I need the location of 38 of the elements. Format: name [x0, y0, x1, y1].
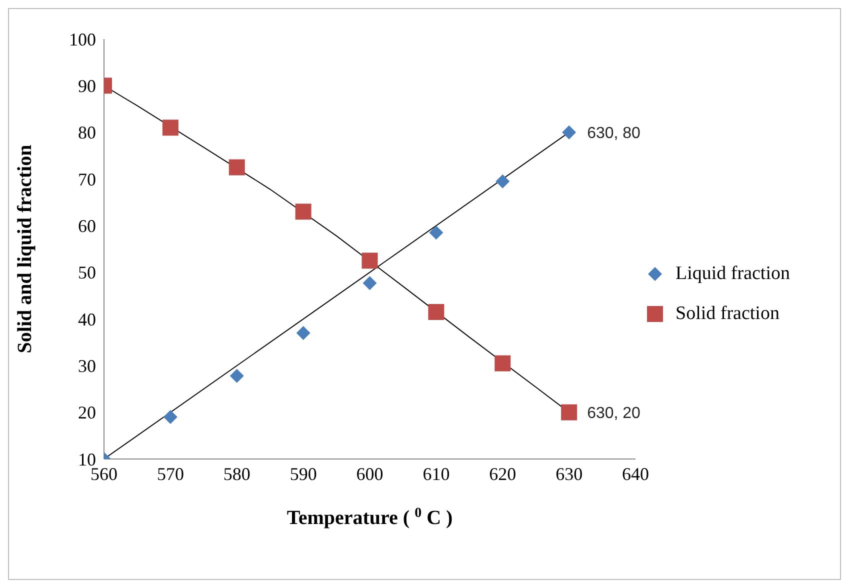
x-tick-label: 600 [356, 464, 384, 484]
point [561, 404, 578, 420]
y-tick-label: 80 [78, 122, 96, 143]
point [362, 276, 377, 290]
x-tick-label: 570 [156, 464, 184, 484]
point [228, 159, 245, 176]
point [429, 226, 444, 240]
y-tick-label: 50 [78, 262, 96, 283]
point [296, 326, 310, 340]
x-tick-label: 640 [622, 464, 649, 484]
annotation: 630, 80 [587, 125, 641, 142]
x-tick-label: 590 [290, 464, 317, 484]
legend-label: Solid fraction [676, 303, 780, 325]
y-tick-label: 10 [78, 449, 96, 470]
y-tick-label: 30 [78, 356, 96, 376]
y-tick-label: 100 [69, 29, 96, 50]
point [295, 204, 312, 220]
point [496, 174, 510, 188]
point [428, 304, 444, 320]
y-tick-label: 70 [78, 169, 96, 190]
x-tick-label: 610 [422, 464, 450, 484]
point [230, 368, 244, 383]
point [494, 355, 511, 372]
y-tick-label: 20 [78, 402, 96, 423]
x-tick-label: 630 [556, 464, 583, 484]
y-tick-label: 90 [78, 76, 96, 96]
x-axis-title: Temperature ( $^{0}$ C ) [286, 506, 453, 529]
point [163, 410, 178, 424]
point [562, 125, 576, 140]
point [362, 252, 378, 269]
y-tick-label: 40 [78, 309, 96, 330]
annotation: 630, 20 [587, 405, 641, 422]
legend-label: Liquid fraction [676, 263, 790, 285]
y-tick-label: 60 [78, 216, 96, 236]
x-tick-label: 620 [489, 464, 516, 484]
x-tick-label: 580 [223, 464, 250, 484]
y-axis-title: Solid and liquid fraction [14, 144, 36, 354]
point [162, 120, 178, 136]
